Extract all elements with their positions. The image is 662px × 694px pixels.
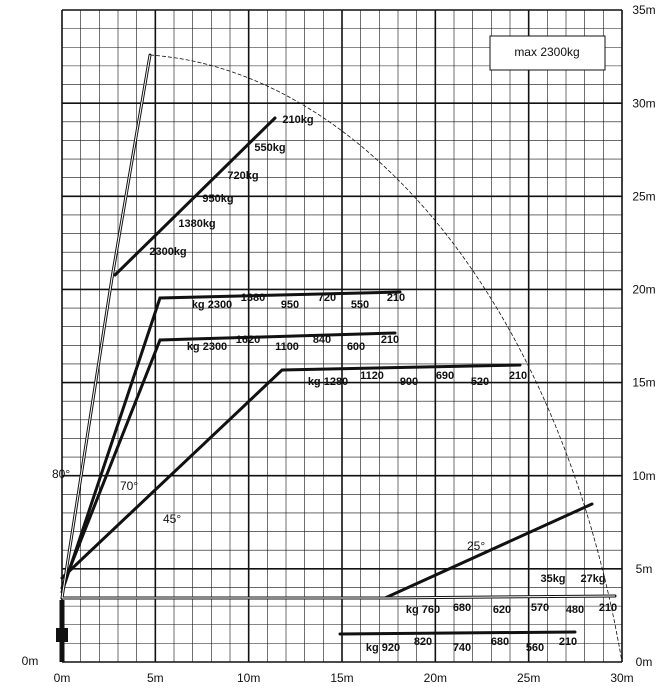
load-label: 950 (281, 299, 299, 311)
load-label: 740 (453, 642, 471, 654)
boom-70a (60, 290, 402, 594)
y-axis-label: 0m (636, 655, 653, 669)
x-axis-label: 5m (147, 671, 164, 685)
x-axis-label: 20m (424, 671, 447, 685)
reach-envelope (149, 54, 623, 663)
load-label: 720kg (227, 170, 258, 182)
load-label: kg 920 (366, 642, 400, 654)
load-label: 210kg (282, 114, 313, 126)
capacity-label: max 2300kg (514, 45, 579, 59)
load-label: 680 (453, 602, 471, 614)
y-axis-label: 10m (632, 469, 655, 483)
load-label: kg 1280 (308, 376, 348, 388)
load-label: 680 (491, 636, 509, 648)
load-label: 820 (414, 636, 432, 648)
load-label: 560 (526, 642, 544, 654)
angle-label: 25° (467, 539, 485, 553)
load-label: 950kg (202, 193, 233, 205)
x-axis-label: 10m (237, 671, 260, 685)
x-axis-label: 0m (54, 671, 71, 685)
load-label: 27kg (580, 573, 605, 585)
capacity-box (489, 35, 606, 71)
boom-80-inner (61, 54, 151, 599)
load-label: 210 (509, 370, 527, 382)
load-label: 35kg (540, 573, 565, 585)
x-axis-label: 25m (517, 671, 540, 685)
booms (56, 53, 617, 662)
x-axis-label: 15m (330, 671, 353, 685)
angle-label: 80° (52, 467, 70, 481)
load-label: 2300kg (149, 246, 186, 258)
load-label: 620 (493, 604, 511, 616)
load-label: 900 (400, 376, 418, 388)
y-axis-label: 25m (632, 189, 655, 203)
y-axis-label: 5m (636, 562, 653, 576)
jib-80 (113, 116, 277, 277)
y-axis-label: 20m (632, 283, 655, 297)
load-label: kg 760 (406, 604, 440, 616)
boom-25 (383, 502, 594, 600)
load-label: 480 (566, 604, 584, 616)
boom-low (338, 630, 577, 636)
load-label: 840 (313, 334, 331, 346)
boom-70b (60, 331, 397, 590)
load-label: 1620 (236, 334, 260, 346)
y-axis-label: 30m (632, 96, 655, 110)
load-label: 520 (471, 376, 489, 388)
load-label: 1100 (275, 341, 299, 353)
angle-label: 45° (163, 512, 181, 526)
load-label: 1120 (360, 370, 384, 382)
load-label: 210 (381, 334, 399, 346)
y-axis-label: 35m (632, 3, 655, 17)
load-label: 210 (559, 636, 577, 648)
load-label: 690 (436, 370, 454, 382)
load-label: 570 (531, 602, 549, 614)
angle-label: 70° (120, 479, 138, 493)
load-label: 550 (351, 299, 369, 311)
x-axis-label: 30m (610, 671, 633, 685)
load-label: 720 (318, 292, 336, 304)
boom-45 (60, 363, 522, 580)
load-label: 1380kg (178, 218, 215, 230)
load-label: 550kg (254, 142, 285, 154)
load-label: 600 (347, 341, 365, 353)
load-label: kg 2300 (192, 299, 232, 311)
y-axis-label: 0m (22, 654, 39, 668)
load-label: 210 (599, 602, 617, 614)
load-label: 1380 (241, 292, 265, 304)
load-label: 210 (387, 292, 405, 304)
load-label: kg 2300 (187, 341, 227, 353)
boom-0-inner (62, 595, 616, 599)
y-axis-label: 15m (632, 376, 655, 390)
